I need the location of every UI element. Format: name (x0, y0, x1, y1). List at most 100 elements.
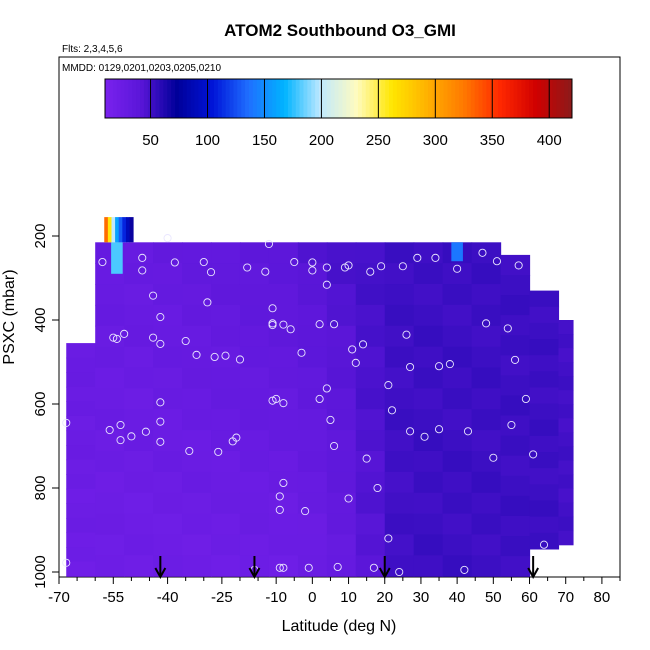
sample-point (275, 505, 284, 514)
colorbar-segment (439, 79, 445, 118)
field-cell (268, 263, 299, 285)
colorbar-segment (307, 79, 312, 118)
sample-point (387, 406, 397, 415)
flight-arrow (527, 556, 540, 580)
field-cell (153, 471, 183, 494)
field-cell (384, 450, 415, 473)
field-cell (326, 325, 357, 348)
sample-point (232, 433, 241, 442)
colorbar-tick-label: 400 (537, 132, 562, 149)
field-cell (558, 432, 574, 447)
field-cell (355, 450, 386, 473)
sample-point (272, 394, 281, 404)
field-cell (384, 409, 415, 431)
field-cell (268, 409, 299, 431)
sample-point (109, 333, 118, 342)
sample-point (105, 425, 114, 435)
ozone-field (66, 217, 574, 577)
sample-point (206, 268, 216, 277)
sample-point (398, 262, 407, 271)
colorbar-segment (140, 79, 145, 118)
field-cell (124, 367, 154, 389)
colorbar-segment (280, 79, 285, 118)
field-cell (153, 492, 183, 515)
colorbar-frame (104, 78, 573, 119)
colorbar-segment (245, 79, 250, 118)
sample-point (116, 420, 125, 430)
field-cell (182, 471, 212, 494)
colorbar-segment (171, 79, 176, 118)
field-cell (211, 242, 241, 264)
colorbar-segment (533, 79, 538, 118)
colorbar-segment (466, 79, 472, 118)
field-cell (95, 409, 125, 431)
field-cell (95, 555, 125, 577)
field-cell (124, 555, 154, 577)
field-cell (355, 409, 386, 431)
colorbar-segment (299, 79, 304, 118)
field-cell (268, 284, 299, 306)
field-cell (500, 335, 531, 356)
field-cell (384, 263, 415, 285)
colorbar-segment (334, 79, 339, 118)
field-cell (442, 367, 473, 389)
x-tick-label: -70 (48, 589, 70, 606)
field-cell (124, 325, 154, 348)
colorbar-segment (284, 79, 289, 118)
field-cell (153, 325, 183, 348)
field-cell (182, 534, 212, 556)
colorbar-segment (404, 79, 410, 118)
colorbar-tick-label: 300 (423, 132, 448, 149)
x-tick-label: 20 (376, 589, 393, 606)
field-cell (529, 371, 560, 389)
sample-point (308, 258, 317, 267)
field-cell (326, 284, 357, 306)
colorbar-segment (198, 79, 203, 118)
sample-point (141, 427, 150, 436)
sample-point (308, 266, 317, 275)
field-cell (558, 418, 574, 433)
high-ozone-cell (107, 217, 112, 243)
sample-point (264, 239, 273, 249)
field-cell (355, 304, 386, 327)
field-cell (384, 471, 415, 494)
field-cell (471, 346, 502, 369)
field-cell (355, 430, 386, 452)
field-cell (239, 534, 270, 556)
colorbar-segment (276, 79, 281, 118)
flight-arrow (248, 556, 261, 580)
colorbar-segment (447, 79, 452, 118)
colorbar-segment (552, 79, 557, 118)
colorbar-segment (564, 79, 569, 118)
field-cell (442, 304, 473, 327)
sample-point (434, 425, 444, 434)
colorbar-segment (155, 79, 160, 118)
field-cell (95, 471, 125, 494)
colorbar-segment (303, 79, 308, 118)
field-cell (153, 450, 183, 473)
field-cell (66, 459, 96, 475)
colorbar-segment (416, 79, 421, 118)
colorbar-segment (248, 79, 254, 118)
field-cell (326, 534, 357, 556)
sample-point (463, 427, 473, 436)
field-cell (211, 304, 241, 327)
field-cell (529, 468, 560, 485)
field-cell (326, 513, 357, 536)
flight-arrows (154, 556, 540, 580)
field-cell (239, 263, 270, 285)
field-cell (182, 555, 212, 577)
sample-point (290, 257, 299, 267)
field-cell (500, 315, 531, 336)
colorbar-segment (443, 79, 448, 118)
field-cell (558, 488, 574, 504)
field-cell (268, 513, 299, 536)
sample-point (366, 267, 375, 276)
field-cell (124, 388, 154, 410)
field-cell (442, 346, 473, 369)
sample-point (373, 483, 382, 493)
sample-point (149, 291, 158, 300)
field-cell (211, 346, 241, 369)
colorbar-segment (116, 79, 122, 118)
